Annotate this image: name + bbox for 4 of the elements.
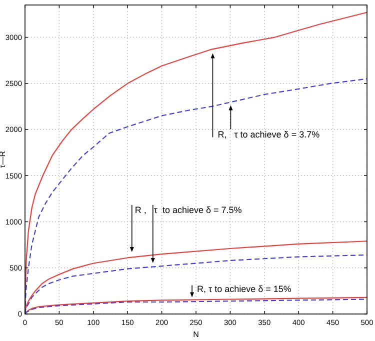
x-axis-title: N: [193, 330, 200, 339]
annotation: R, τ to achieve δ = 15%: [197, 284, 292, 294]
annotation: R, τ to achieve δ = 3.7%: [218, 129, 320, 140]
annotation: R , τ to achieve δ = 7.5%: [134, 204, 242, 215]
